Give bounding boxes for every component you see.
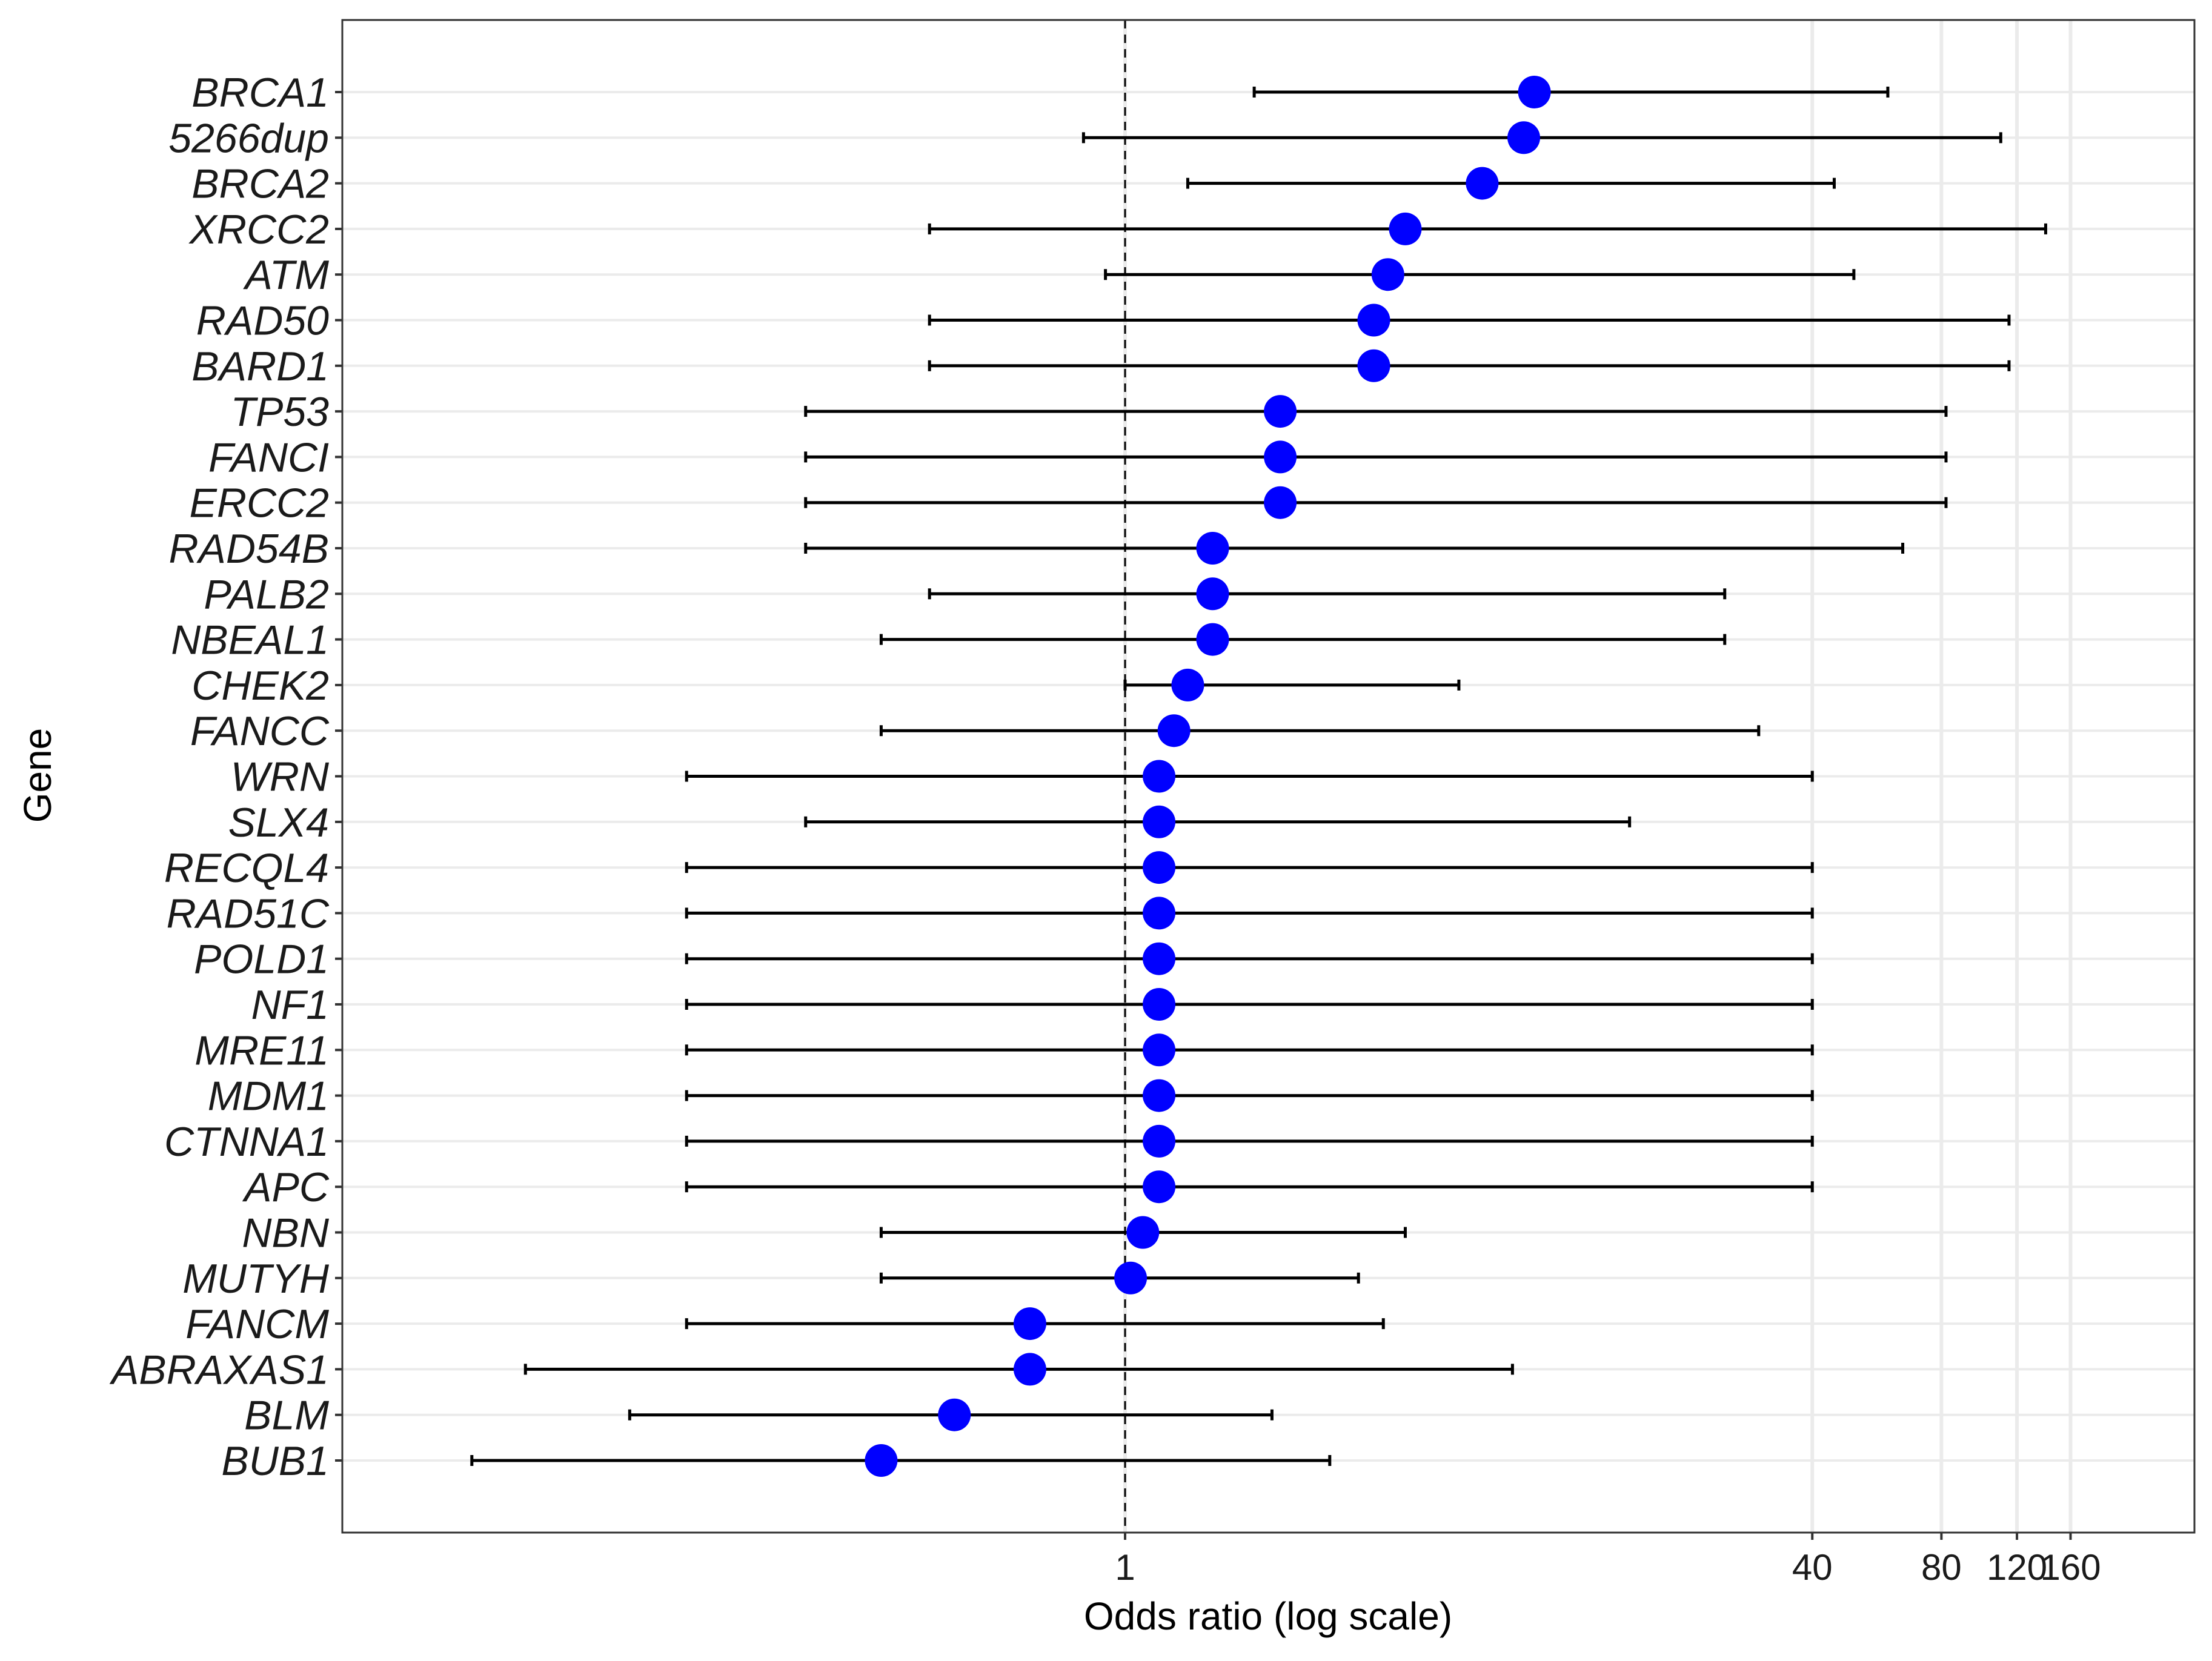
gene-label: NF1: [251, 982, 329, 1028]
or-point: [1143, 1124, 1176, 1158]
gene-label: BUB1: [221, 1438, 329, 1484]
gene-label: BARD1: [191, 343, 329, 390]
or-point: [1126, 1216, 1160, 1249]
gene-label: NBEAL1: [171, 617, 329, 663]
x-axis-title: Odds ratio (log scale): [1084, 1594, 1452, 1638]
x-tick-label: 1: [1115, 1547, 1135, 1588]
or-point: [1143, 988, 1176, 1021]
gene-label: POLD1: [194, 937, 329, 983]
gene-labels: BRCA15266dupBRCA2XRCC2ATMRAD50BARD1TP53F…: [109, 70, 342, 1484]
x-tick-label: 160: [2040, 1547, 2101, 1588]
gene-label: WRN: [231, 754, 330, 800]
gene-label: XRCC2: [188, 207, 330, 253]
or-point: [1371, 258, 1404, 291]
or-point: [1143, 1079, 1176, 1112]
gene-label: RAD51C: [167, 890, 330, 937]
or-point: [1264, 395, 1297, 428]
or-point: [1389, 212, 1422, 245]
gene-label: FANCC: [190, 708, 330, 754]
gene-label: FANCI: [208, 434, 329, 480]
or-point: [1143, 760, 1176, 793]
or-point: [1518, 76, 1551, 108]
x-tick-label: 120: [1987, 1547, 2047, 1588]
gene-label: ATM: [243, 252, 330, 298]
or-point: [938, 1398, 971, 1431]
or-point: [1264, 486, 1297, 519]
gene-label: CHEK2: [191, 663, 329, 709]
or-point: [1143, 1170, 1176, 1204]
gene-label: MRE11: [194, 1027, 329, 1073]
gene-label: BLM: [244, 1393, 329, 1439]
gene-label: MUTYH: [182, 1256, 330, 1302]
gene-label: BRCA1: [191, 70, 329, 116]
gene-label: PALB2: [204, 571, 329, 617]
or-point: [1143, 851, 1176, 884]
gene-label: ABRAXAS1: [109, 1347, 329, 1393]
or-point: [1357, 303, 1390, 337]
gene-label: TP53: [230, 389, 329, 435]
gene-label: RAD54B: [168, 526, 329, 572]
or-point: [1114, 1261, 1148, 1295]
gene-label: RAD50: [196, 298, 329, 344]
or-point: [1013, 1307, 1046, 1341]
or-point: [1466, 167, 1499, 200]
odds-ratio-points: [865, 76, 1551, 1477]
x-tick-label: 40: [1792, 1547, 1833, 1588]
or-point: [1143, 805, 1176, 838]
gene-label: RECQL4: [164, 845, 329, 891]
gene-label: BRCA2: [191, 161, 329, 207]
or-point: [1196, 623, 1229, 656]
or-point: [865, 1444, 898, 1477]
or-point: [1143, 942, 1176, 975]
y-axis-title: Gene: [16, 728, 59, 823]
x-tick-label: 80: [1921, 1547, 1962, 1588]
or-point: [1196, 577, 1229, 611]
or-point: [1357, 349, 1390, 382]
gene-label: APC: [242, 1164, 330, 1210]
or-point: [1507, 121, 1541, 154]
gene-label: NBN: [242, 1210, 329, 1256]
gene-label: ERCC2: [190, 480, 330, 526]
gene-label: SLX4: [228, 800, 329, 846]
gene-label: MDM1: [208, 1073, 329, 1119]
gene-label: FANCM: [185, 1301, 329, 1347]
gene-label: CTNNA1: [164, 1119, 329, 1165]
or-point: [1143, 1033, 1176, 1067]
or-point: [1013, 1353, 1046, 1386]
or-point: [1196, 532, 1229, 565]
or-point: [1171, 668, 1204, 701]
error-bars: [470, 87, 2047, 1466]
or-point: [1264, 440, 1297, 474]
or-point: [1157, 714, 1191, 748]
or-point: [1143, 897, 1176, 930]
gene-label: 5266dup: [168, 115, 329, 161]
